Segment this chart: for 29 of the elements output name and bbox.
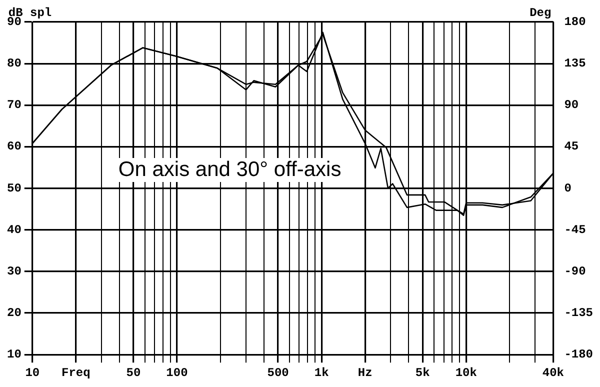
x-tick-label: Hz: [358, 366, 372, 380]
x-tick-label: Freq: [62, 366, 90, 380]
x-tick-label: 50: [126, 366, 141, 380]
y2-tick-label: -90: [564, 264, 586, 278]
x-tick-label: 500: [267, 366, 289, 380]
y2-tick-label: 180: [564, 15, 586, 30]
y-tick-label: 80: [6, 56, 22, 71]
y-tick-label: 40: [6, 222, 22, 237]
x-tick-label: 10k: [455, 366, 477, 380]
y-tick-label: 70: [6, 98, 22, 112]
y2-tick-label: 0: [564, 181, 572, 196]
y-tick-label: 30: [6, 264, 22, 278]
y2-tick-label: -135: [564, 306, 594, 320]
x-tick-label: 5k: [415, 366, 430, 380]
y-tick-label: 50: [6, 181, 22, 196]
x-tick-label: 40k: [542, 366, 564, 380]
y2-tick-label: 135: [564, 56, 586, 71]
y-tick-label: 10: [6, 348, 22, 362]
x-tick-label: 1k: [314, 366, 329, 380]
y2-axis-title: Deg: [530, 6, 552, 20]
x-tick-label: 100: [166, 366, 188, 380]
y2-tick-label: -180: [564, 348, 594, 362]
y-tick-label: 60: [6, 140, 22, 154]
x-tick-label: 10: [25, 366, 40, 380]
y-tick-label: 20: [6, 306, 22, 320]
y2-tick-label: -45: [564, 222, 586, 237]
y2-tick-label: 90: [564, 98, 579, 112]
annotation: On axis and 30° off-axis: [118, 158, 342, 181]
y2-tick-label: 45: [564, 140, 579, 154]
